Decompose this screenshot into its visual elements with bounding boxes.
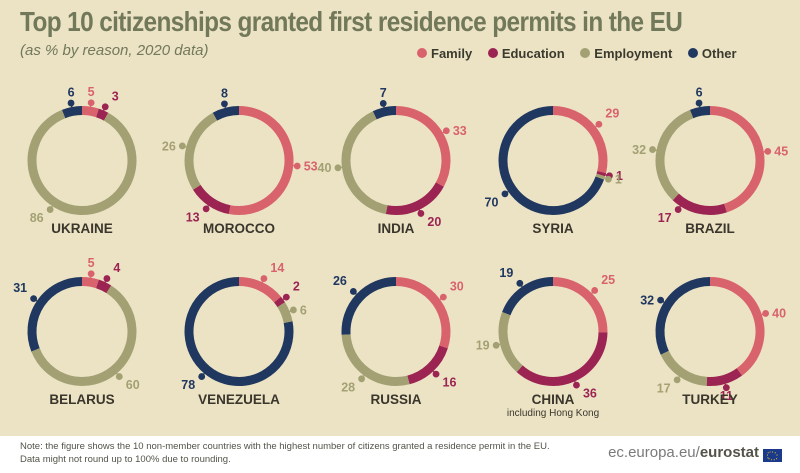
svg-text:19: 19 (499, 266, 513, 280)
svg-text:CHINA: CHINA (532, 392, 575, 407)
svg-text:MOROCCO: MOROCCO (203, 221, 275, 236)
svg-text:7: 7 (380, 86, 387, 100)
svg-text:70: 70 (485, 195, 499, 209)
svg-text:36: 36 (583, 387, 597, 401)
svg-text:53: 53 (304, 159, 318, 173)
svg-text:SYRIA: SYRIA (532, 221, 574, 236)
svg-text:16: 16 (443, 376, 457, 390)
svg-text:30: 30 (450, 280, 464, 294)
svg-text:33: 33 (453, 124, 467, 138)
svg-text:5: 5 (88, 85, 95, 99)
svg-text:40: 40 (772, 307, 786, 321)
svg-text:BRAZIL: BRAZIL (685, 221, 735, 236)
svg-text:6: 6 (300, 303, 307, 317)
svg-text:13: 13 (186, 210, 200, 224)
svg-text:INDIA: INDIA (378, 221, 415, 236)
svg-text:17: 17 (658, 211, 672, 225)
svg-text:8: 8 (221, 86, 228, 100)
svg-text:BELARUS: BELARUS (49, 392, 114, 407)
svg-text:31: 31 (13, 281, 27, 295)
svg-text:60: 60 (126, 378, 140, 392)
svg-text:6: 6 (696, 86, 703, 100)
svg-text:including Hong Kong: including Hong Kong (507, 408, 599, 419)
svg-text:45: 45 (774, 145, 788, 159)
svg-text:5: 5 (88, 256, 95, 270)
svg-text:RUSSIA: RUSSIA (370, 392, 421, 407)
svg-text:28: 28 (341, 380, 355, 394)
svg-text:17: 17 (657, 381, 671, 395)
svg-text:20: 20 (427, 215, 441, 229)
svg-text:78: 78 (181, 378, 195, 392)
svg-text:32: 32 (640, 293, 654, 307)
svg-text:29: 29 (605, 107, 619, 121)
svg-text:86: 86 (30, 211, 44, 225)
svg-text:32: 32 (632, 143, 646, 157)
svg-text:40: 40 (318, 161, 332, 175)
svg-text:VENEZUELA: VENEZUELA (198, 392, 280, 407)
svg-text:TURKEY: TURKEY (682, 392, 738, 407)
svg-text:6: 6 (68, 86, 75, 100)
svg-text:14: 14 (270, 261, 284, 275)
svg-text:3: 3 (112, 89, 119, 103)
svg-text:19: 19 (476, 339, 490, 353)
svg-text:26: 26 (333, 274, 347, 288)
svg-text:4: 4 (113, 261, 120, 275)
svg-text:UKRAINE: UKRAINE (51, 221, 113, 236)
svg-text:26: 26 (162, 139, 176, 153)
svg-text:25: 25 (601, 273, 615, 287)
svg-text:2: 2 (293, 280, 300, 294)
svg-text:1: 1 (615, 173, 622, 187)
